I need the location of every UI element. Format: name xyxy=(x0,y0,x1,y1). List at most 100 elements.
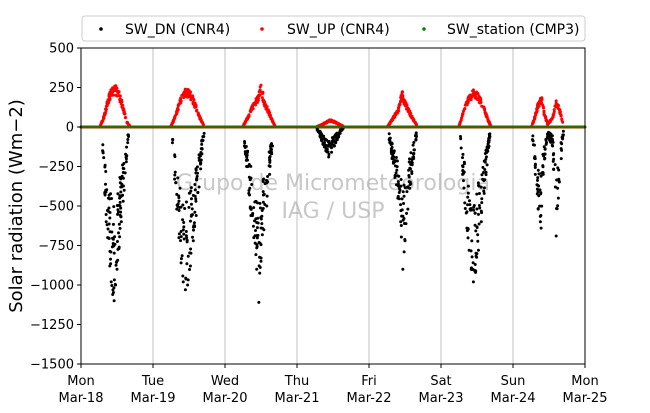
sw-dn-point xyxy=(539,174,543,178)
sw-dn-point xyxy=(396,184,400,188)
sw-up-point xyxy=(107,96,111,100)
sw-station-point xyxy=(273,125,277,129)
sw-dn-point xyxy=(268,155,272,159)
sw-dn-point xyxy=(196,190,200,194)
sw-dn-point xyxy=(399,224,403,228)
sw-station-point xyxy=(284,125,288,129)
sw-up-point xyxy=(176,104,180,108)
sw-dn-point xyxy=(126,138,130,141)
y-axis-label: Solar radiation (Wm−2) xyxy=(6,99,27,313)
sw-dn-point xyxy=(176,205,180,209)
sw-dn-point xyxy=(171,138,175,142)
sw-dn-point xyxy=(400,208,404,212)
sw-up-point xyxy=(407,109,411,113)
sw-up-point xyxy=(102,116,106,120)
legend-marker-sw-dn xyxy=(99,27,103,31)
sw-dn-point xyxy=(115,204,119,208)
sw-up-point xyxy=(108,94,112,98)
sw-dn-point xyxy=(461,152,465,156)
sw-up-point xyxy=(171,118,175,122)
sw-station-point xyxy=(425,125,429,129)
sw-station-point xyxy=(479,125,483,129)
sw-dn-point xyxy=(109,192,113,196)
sw-station-point xyxy=(227,125,231,129)
sw-dn-point xyxy=(390,142,394,146)
sw-up-point xyxy=(247,114,251,118)
sw-dn-point xyxy=(412,157,416,161)
sw-dn-point xyxy=(332,144,336,148)
sw-dn-point xyxy=(173,155,177,159)
sw-dn-point xyxy=(114,283,118,287)
sw-dn-point xyxy=(531,134,535,138)
sw-dn-point xyxy=(174,181,178,185)
sw-dn-point xyxy=(122,167,126,171)
sw-dn-point xyxy=(245,165,249,168)
sw-dn-point xyxy=(108,216,112,220)
sw-dn-point xyxy=(471,280,475,284)
sw-dn-point xyxy=(119,185,123,189)
sw-station-point xyxy=(554,125,558,129)
sw-dn-point xyxy=(390,157,394,161)
sw-dn-point xyxy=(336,135,340,139)
sw-dn-point xyxy=(246,158,250,162)
sw-station-point xyxy=(457,125,461,129)
sw-station-point xyxy=(169,125,173,129)
sw-dn-point xyxy=(264,178,268,182)
sw-station-point xyxy=(378,125,382,129)
sw-station-point xyxy=(561,125,565,129)
sw-up-point xyxy=(552,108,556,112)
sw-station-point xyxy=(180,125,184,129)
sw-station-point xyxy=(367,125,371,129)
sw-dn-point xyxy=(256,233,260,237)
y-tick-label: 0 xyxy=(66,121,74,136)
sw-station-point xyxy=(255,125,259,129)
sw-dn-point xyxy=(543,157,547,161)
sw-up-point xyxy=(404,101,408,105)
sw-dn-point xyxy=(543,152,547,156)
sw-station-point xyxy=(338,125,342,129)
sw-dn-point xyxy=(537,172,541,176)
sw-dn-point xyxy=(190,213,194,217)
sw-up-point xyxy=(178,98,182,102)
sw-dn-point xyxy=(555,207,558,211)
sw-dn-point xyxy=(127,134,131,138)
sw-dn-point xyxy=(108,264,112,268)
sw-dn-point xyxy=(192,221,196,225)
sw-dn-point xyxy=(107,206,111,210)
sw-station-point xyxy=(263,125,267,129)
sw-dn-point xyxy=(186,283,190,287)
sw-dn-point xyxy=(402,194,406,198)
sw-station-point xyxy=(533,125,537,129)
sw-station-point xyxy=(187,125,191,129)
sw-station-point xyxy=(558,125,562,129)
sw-dn-point xyxy=(245,153,249,157)
sw-station-point xyxy=(450,125,454,129)
sw-dn-point xyxy=(189,202,193,206)
sw-dn-point xyxy=(199,162,203,166)
sw-station-point xyxy=(396,125,400,129)
sw-station-point xyxy=(407,125,411,129)
sw-dn-point xyxy=(258,265,262,269)
sw-dn-point xyxy=(190,235,194,239)
sw-up-point xyxy=(122,109,126,113)
sw-up-point xyxy=(114,85,118,89)
sw-dn-point xyxy=(469,267,473,271)
sw-station-point xyxy=(461,125,465,129)
sw-dn-point xyxy=(412,148,416,152)
sw-dn-point xyxy=(111,222,115,226)
sw-dn-point xyxy=(242,144,246,148)
sw-dn-point xyxy=(251,212,255,216)
sw-dn-point xyxy=(255,243,259,247)
sw-dn-point xyxy=(551,140,555,144)
y-tick-label: −750 xyxy=(38,239,74,254)
sw-dn-point xyxy=(327,155,331,159)
sw-dn-point xyxy=(259,256,263,260)
sw-dn-point xyxy=(173,170,177,174)
sw-dn-point xyxy=(199,167,203,171)
sw-dn-point xyxy=(408,167,412,171)
sw-up-point xyxy=(107,98,111,102)
x-tick-label-date: Mar-23 xyxy=(419,391,464,406)
sw-dn-point xyxy=(247,175,251,179)
sw-dn-point xyxy=(535,187,539,191)
